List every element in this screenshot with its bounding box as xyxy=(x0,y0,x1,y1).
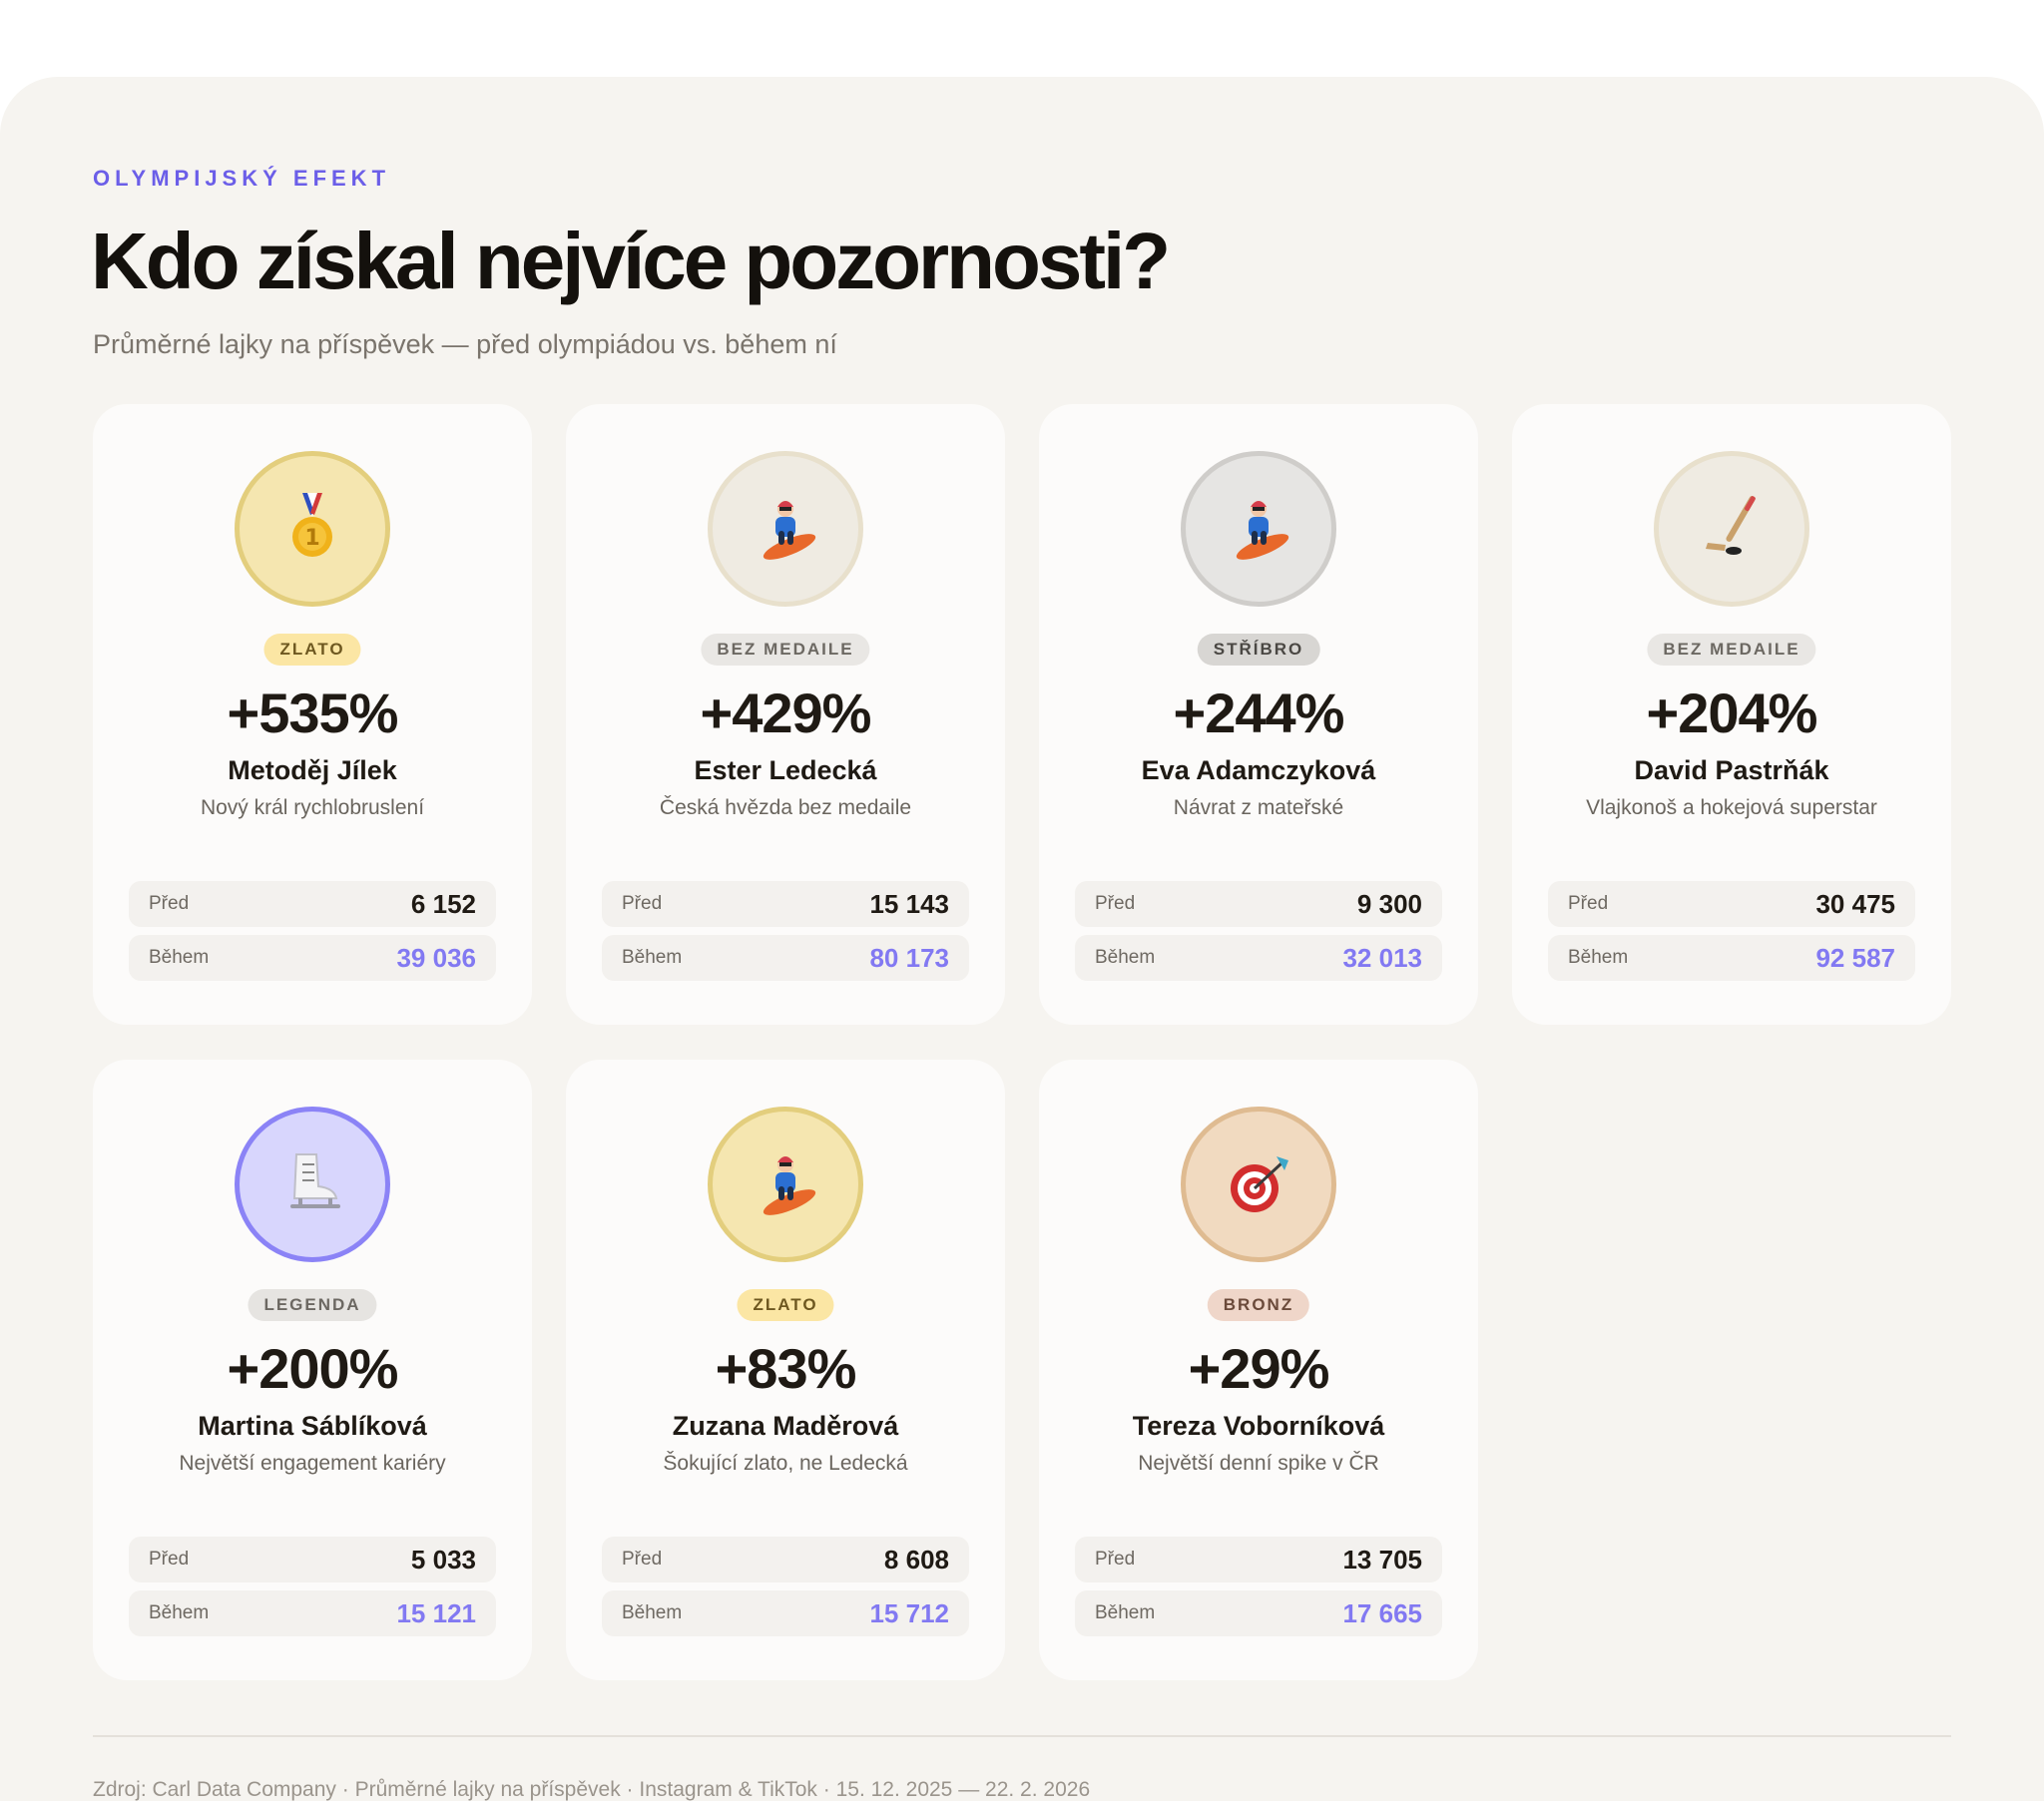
athlete-avatar xyxy=(1181,451,1336,607)
stat-during-value: 15 121 xyxy=(396,1597,476,1628)
source-footer: Zdroj: Carl Data Company · Průměrné lajk… xyxy=(93,1778,1091,1801)
snowboarder-icon xyxy=(746,487,825,572)
athlete-card: BEZ MEDAILE +429% Ester Ledecká Česká hv… xyxy=(566,404,1005,1025)
athlete-card: BRONZ +29% Tereza Voborníková Největší d… xyxy=(1039,1060,1478,1680)
athlete-avatar xyxy=(1181,1107,1336,1262)
athlete-name: Ester Ledecká xyxy=(694,755,877,785)
athlete-avatar xyxy=(708,1107,863,1262)
athlete-avatar xyxy=(235,1107,390,1262)
stat-before-value: 9 300 xyxy=(1356,888,1422,919)
stat-during-value: 17 665 xyxy=(1342,1597,1422,1628)
stat-during-row: Během 39 036 xyxy=(129,935,496,981)
snowboarder-icon xyxy=(746,1142,825,1227)
stat-before-row: Před 5 033 xyxy=(129,1537,496,1582)
stat-during-value: 92 587 xyxy=(1815,942,1895,973)
medal-badge: LEGENDA xyxy=(248,1289,377,1321)
athlete-avatar: 1 xyxy=(235,451,390,607)
stat-before-row: Před 30 475 xyxy=(1548,881,1915,927)
hockey-stick-icon xyxy=(1692,487,1772,572)
athlete-card: 1 ZLATO +535% Metoděj Jílek Nový král ry… xyxy=(93,404,532,1025)
athlete-card: STŘÍBRO +244% Eva Adamczyková Návrat z m… xyxy=(1039,404,1478,1025)
medal-badge: STŘÍBRO xyxy=(1197,634,1320,666)
stat-during-label: Během xyxy=(1568,947,1629,968)
stat-before-row: Před 6 152 xyxy=(129,881,496,927)
target-icon xyxy=(1219,1142,1298,1227)
stat-during-label: Během xyxy=(1095,947,1156,968)
athlete-card: ZLATO +83% Zuzana Maděrová Šokující zlat… xyxy=(566,1060,1005,1680)
medal-badge: ZLATO xyxy=(737,1289,834,1321)
engagement-change: +83% xyxy=(715,1337,857,1400)
engagement-change: +429% xyxy=(700,681,872,744)
athlete-description: Největší engagement kariéry xyxy=(179,1452,446,1475)
stat-during-row: Během 80 173 xyxy=(602,935,969,981)
engagement-change: +204% xyxy=(1646,681,1818,744)
stat-before-value: 30 475 xyxy=(1815,888,1895,919)
stat-before-label: Před xyxy=(1095,893,1136,914)
stat-during-value: 15 712 xyxy=(869,1597,949,1628)
snowboarder-icon xyxy=(1219,487,1298,572)
stat-during-label: Během xyxy=(149,1602,210,1623)
athlete-avatar xyxy=(1654,451,1809,607)
stat-during-value: 80 173 xyxy=(869,942,949,973)
athlete-description: Největší denní spike v ČR xyxy=(1138,1452,1379,1475)
engagement-change: +29% xyxy=(1188,1337,1330,1400)
stat-during-row: Během 92 587 xyxy=(1548,935,1915,981)
stat-during-row: Během 17 665 xyxy=(1075,1590,1442,1636)
athlete-name: Eva Adamczyková xyxy=(1141,755,1376,785)
stat-during-label: Během xyxy=(1095,1602,1156,1623)
athlete-description: Šokující zlato, ne Ledecká xyxy=(663,1452,908,1475)
eyebrow: OLYMPIJSKÝ EFEKT xyxy=(93,166,391,191)
stat-before-label: Před xyxy=(622,893,663,914)
athlete-name: Metoděj Jílek xyxy=(228,755,397,785)
stat-during-value: 32 013 xyxy=(1342,942,1422,973)
gold-medal-icon: 1 xyxy=(272,487,352,572)
stat-before-row: Před 8 608 xyxy=(602,1537,969,1582)
page-title: Kdo získal nejvíce pozornosti? xyxy=(91,217,1171,305)
medal-badge: BRONZ xyxy=(1207,1289,1310,1321)
stat-during-row: Během 15 712 xyxy=(602,1590,969,1636)
medal-badge: BEZ MEDAILE xyxy=(1647,634,1816,666)
stat-before-value: 6 152 xyxy=(410,888,476,919)
stat-before-value: 8 608 xyxy=(883,1544,949,1575)
athlete-card: LEGENDA +200% Martina Sáblíková Největší… xyxy=(93,1060,532,1680)
athlete-card: BEZ MEDAILE +204% David Pastrňák Vlajkon… xyxy=(1512,404,1951,1025)
stat-before-label: Před xyxy=(622,1549,663,1570)
stat-before-value: 13 705 xyxy=(1342,1544,1422,1575)
medal-badge: BEZ MEDAILE xyxy=(701,634,870,666)
stat-during-value: 39 036 xyxy=(396,942,476,973)
athlete-name: David Pastrňák xyxy=(1634,755,1829,785)
athlete-avatar xyxy=(708,451,863,607)
athlete-description: Nový král rychlobruslení xyxy=(200,796,425,819)
stat-before-value: 5 033 xyxy=(410,1544,476,1575)
page-subtitle: Průměrné lajky na příspěvek — před olymp… xyxy=(93,329,837,359)
ice-skate-icon xyxy=(272,1142,352,1227)
stat-before-row: Před 15 143 xyxy=(602,881,969,927)
athlete-name: Martina Sáblíková xyxy=(198,1411,427,1441)
stat-during-label: Během xyxy=(149,947,210,968)
stat-before-row: Před 13 705 xyxy=(1075,1537,1442,1582)
athlete-description: Česká hvězda bez medaile xyxy=(659,796,912,819)
engagement-change: +200% xyxy=(227,1337,399,1400)
athlete-description: Vlajkonoš a hokejová superstar xyxy=(1586,796,1877,819)
stat-during-label: Během xyxy=(622,1602,683,1623)
engagement-change: +244% xyxy=(1173,681,1345,744)
stat-during-label: Během xyxy=(622,947,683,968)
athlete-name: Tereza Voborníková xyxy=(1132,1411,1385,1441)
stat-during-row: Během 32 013 xyxy=(1075,935,1442,981)
athlete-name: Zuzana Maděrová xyxy=(672,1411,899,1441)
medal-badge: ZLATO xyxy=(263,634,361,666)
stat-before-label: Před xyxy=(149,893,190,914)
stat-before-label: Před xyxy=(149,1549,190,1570)
stat-before-value: 15 143 xyxy=(869,888,949,919)
engagement-change: +535% xyxy=(227,681,399,744)
stat-before-row: Před 9 300 xyxy=(1075,881,1442,927)
stat-before-label: Před xyxy=(1095,1549,1136,1570)
stat-during-row: Během 15 121 xyxy=(129,1590,496,1636)
athlete-description: Návrat z mateřské xyxy=(1173,796,1344,819)
svg-text:1: 1 xyxy=(304,526,319,551)
stat-before-label: Před xyxy=(1568,893,1609,914)
footer-divider xyxy=(93,1735,1951,1737)
